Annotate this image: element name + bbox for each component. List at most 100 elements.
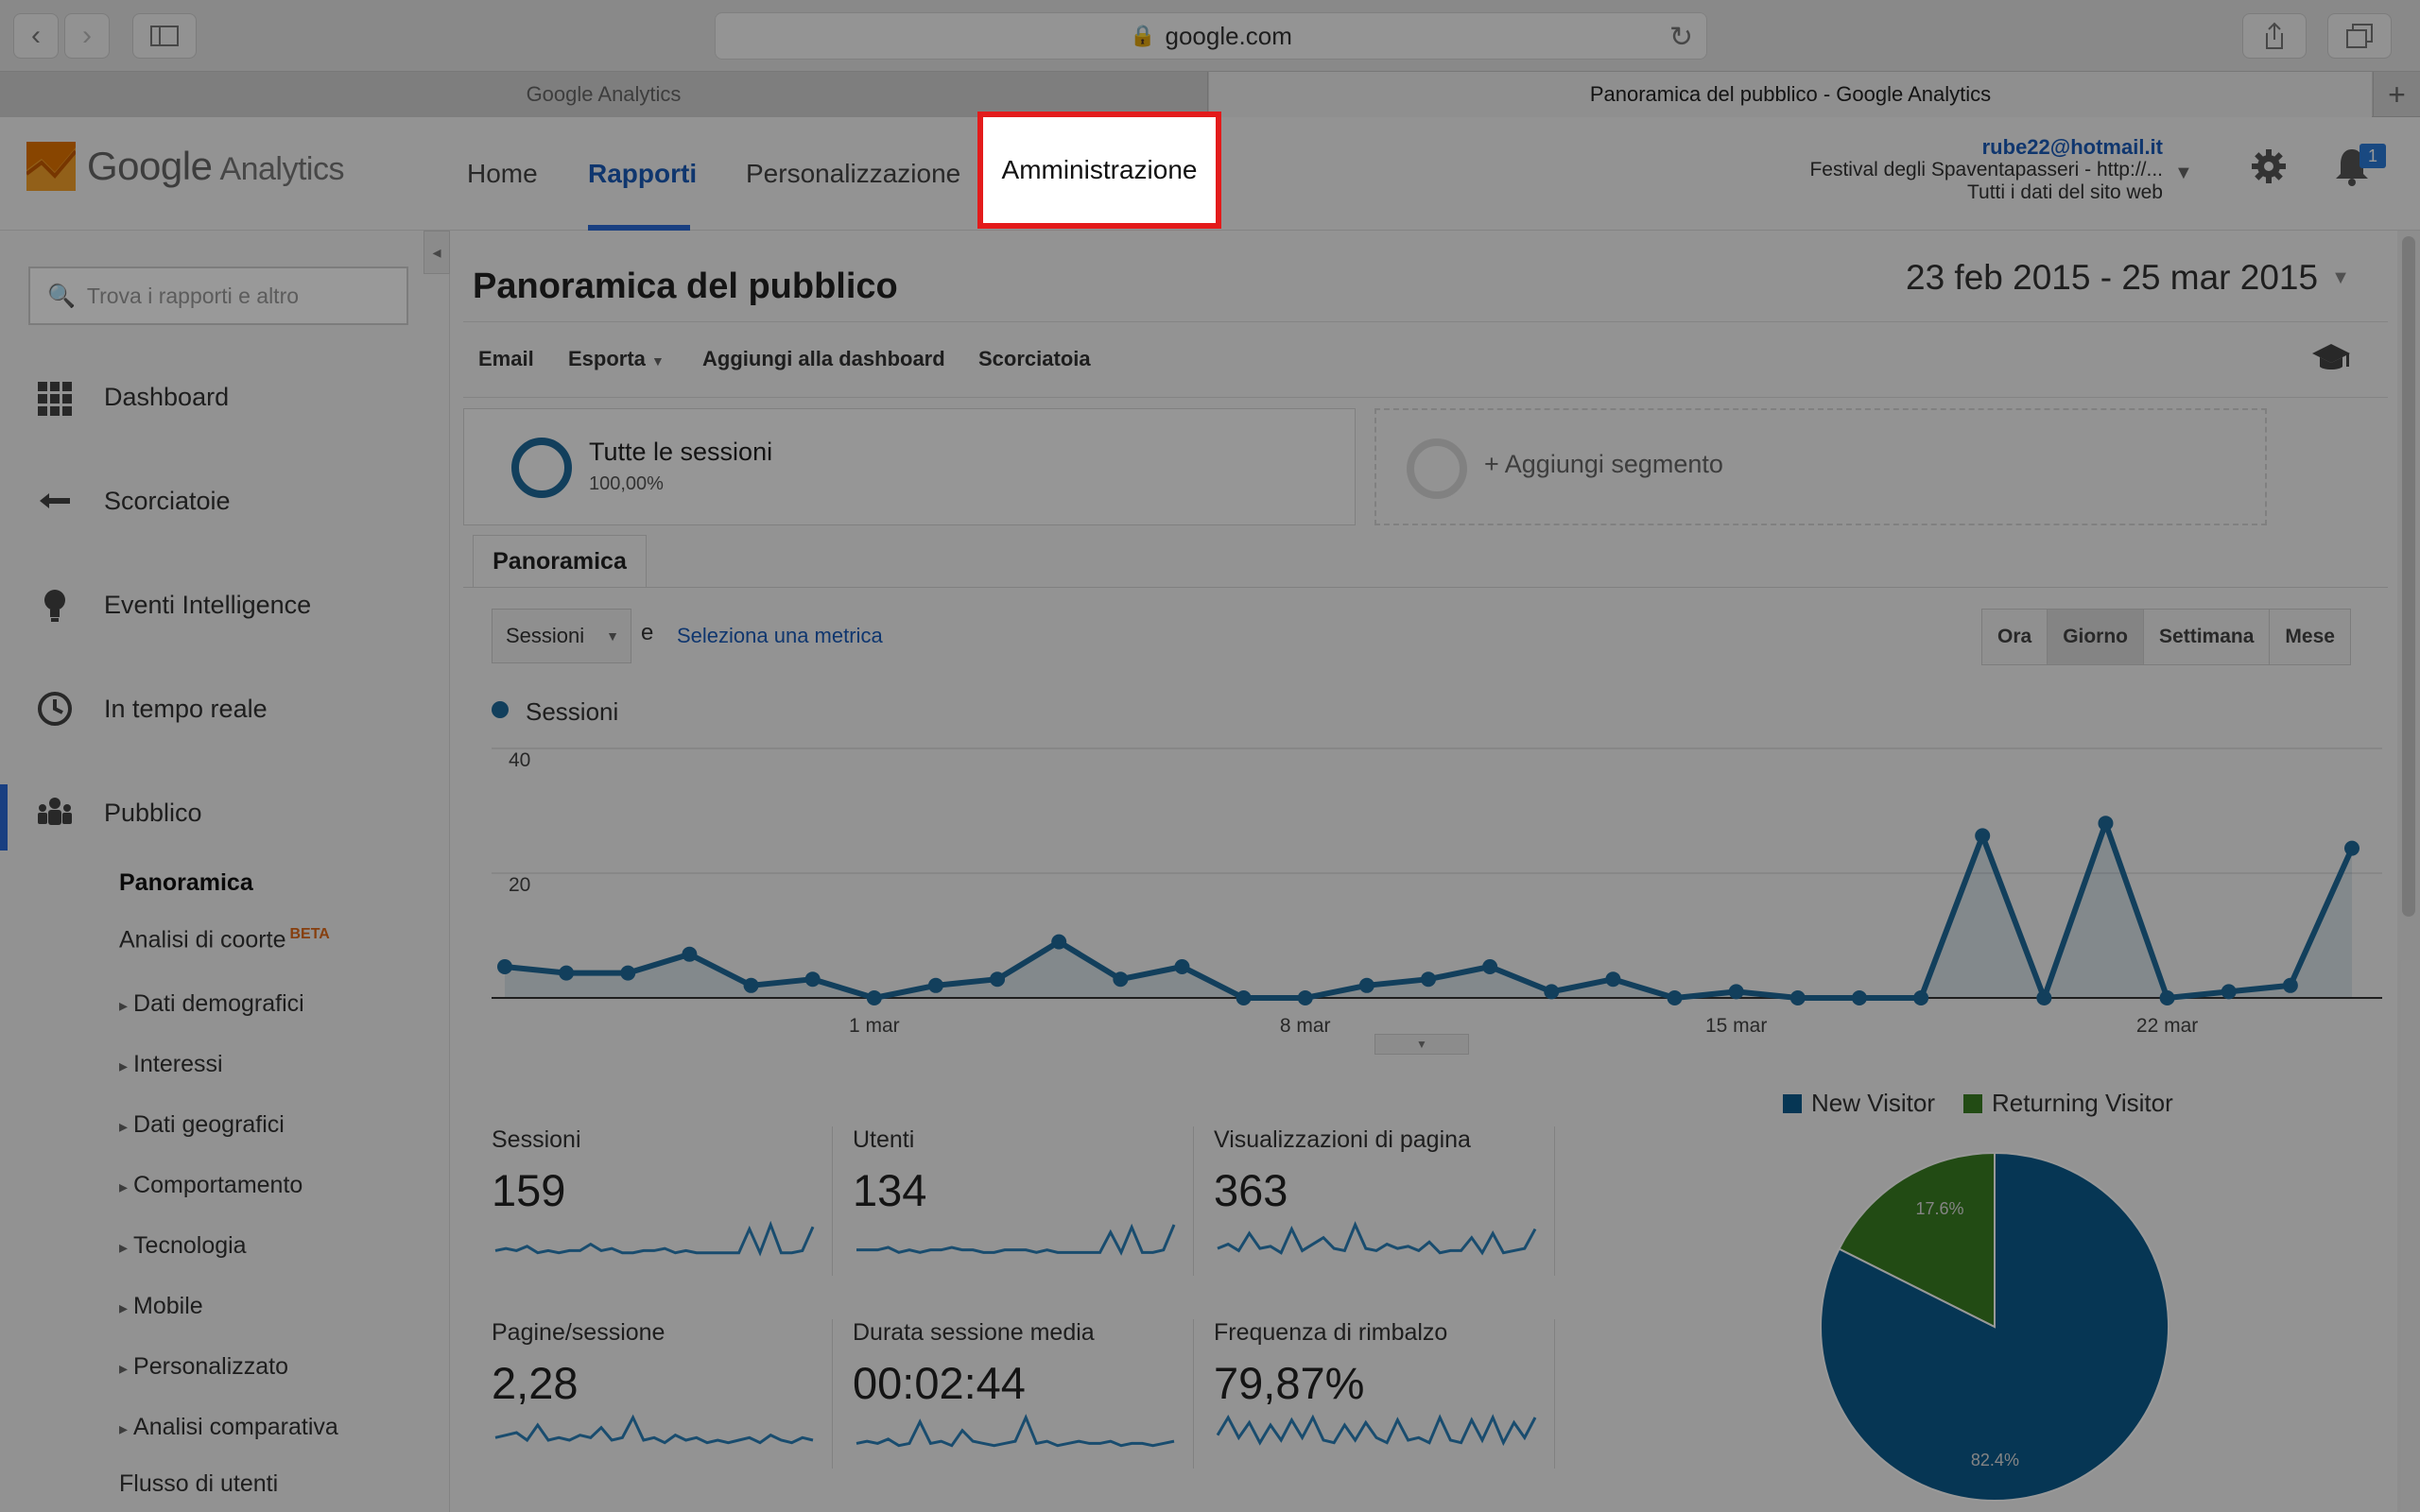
browser-toolbar: ‹ › 🔒 google.com ↻ (0, 0, 2420, 72)
reload-icon[interactable]: ↻ (1668, 22, 1693, 53)
data-point[interactable] (559, 965, 575, 981)
subnav-analisi-comparativa[interactable]: Analisi comparativa (119, 1414, 338, 1441)
email-button[interactable]: Email (478, 347, 534, 370)
sidebar-item-pubblico[interactable]: Pubblico (0, 784, 450, 841)
data-point[interactable] (866, 990, 882, 1005)
subnav-flusso-utenti[interactable]: Flusso di utenti (119, 1470, 279, 1497)
sidebar-item-tempo-reale[interactable]: In tempo reale (0, 680, 450, 737)
chevron-down-icon[interactable]: ▼ (2174, 163, 2193, 183)
account-info[interactable]: rube22@hotmail.it Festival degli Spavent… (1809, 136, 2163, 204)
data-point[interactable] (1789, 990, 1806, 1005)
chart-expand-handle[interactable]: ▼ (1374, 1034, 1469, 1055)
subnav-tecnologia[interactable]: Tecnologia (119, 1232, 247, 1260)
select-metric-link[interactable]: Seleziona una metrica (677, 624, 883, 647)
pie-legend-item: New Visitor (1811, 1089, 1936, 1117)
export-button[interactable]: Esporta ▼ (568, 347, 665, 371)
scorecard[interactable]: Visualizzazioni di pagina 363 (1214, 1126, 1575, 1278)
data-point[interactable] (1421, 971, 1436, 988)
nav-rapporti[interactable]: Rapporti (588, 159, 698, 188)
segment-all-sessions[interactable]: Tutte le sessioni 100,00% (463, 408, 1356, 525)
gear-icon[interactable] (2250, 147, 2288, 185)
account-view: Tutti i dati del sito web (1967, 181, 2163, 203)
subnav-dati-geografici[interactable]: Dati geografici (119, 1111, 285, 1139)
sidebar-toggle-button[interactable] (132, 13, 197, 59)
shortcut-button[interactable]: Scorciatoia (978, 347, 1091, 370)
scorecard[interactable]: Utenti 134 (853, 1126, 1214, 1278)
metric-select[interactable]: Sessioni ▼ (492, 609, 631, 663)
data-point[interactable] (1851, 990, 1867, 1005)
add-segment-button[interactable]: + Aggiungi segmento (1374, 408, 2267, 525)
scorecard[interactable]: Frequenza di rimbalzo 79,87% (1214, 1319, 1575, 1470)
data-point[interactable] (1605, 971, 1621, 988)
data-point[interactable] (927, 977, 943, 993)
subnav-dati-demografici[interactable]: Dati demografici (119, 990, 304, 1018)
granularity-giorno-button[interactable]: Giorno (2048, 610, 2145, 664)
granularity-settimana-button[interactable]: Settimana (2144, 610, 2271, 664)
account-email: rube22@hotmail.it (1981, 135, 2163, 159)
pie-legend-item: Returning Visitor (1992, 1089, 2173, 1117)
scorecard[interactable]: Durata sessione media 00:02:44 (853, 1319, 1214, 1470)
data-point[interactable] (2036, 990, 2052, 1005)
data-point[interactable] (2344, 840, 2360, 856)
data-point[interactable] (1667, 990, 1683, 1005)
data-point[interactable] (1113, 971, 1129, 988)
add-to-dashboard-button[interactable]: Aggiungi alla dashboard (702, 347, 945, 370)
scorecard[interactable]: Pagine/sessione 2,28 (492, 1319, 853, 1470)
visitor-pie-chart[interactable]: 82.4% 17.6% (1815, 1147, 2174, 1506)
date-range-picker[interactable]: 23 feb 2015 - 25 mar 2015 ▼ (1906, 253, 2369, 302)
nav-amministrazione[interactable]: Amministrazione (977, 112, 1221, 229)
pie-slice[interactable] (1838, 1151, 1996, 1329)
grid-icon (38, 382, 72, 416)
data-point[interactable] (2098, 816, 2114, 832)
nav-home[interactable]: Home (467, 159, 538, 188)
sessions-line-chart[interactable]: 40 20 1 mar 8 mar 15 mar 22 mar (492, 737, 2382, 1049)
scrollbar-thumb[interactable] (2402, 236, 2415, 917)
data-point[interactable] (1728, 984, 1744, 1000)
sidebar-item-scorciatoie[interactable]: Scorciatoie (0, 472, 450, 529)
data-point[interactable] (620, 965, 636, 981)
data-point[interactable] (1236, 990, 1252, 1005)
data-point[interactable] (1913, 990, 1929, 1005)
browser-tab-active[interactable]: Panoramica del pubblico - Google Analyti… (1209, 72, 2372, 117)
subnav-personalizzato[interactable]: Personalizzato (119, 1353, 288, 1381)
back-button[interactable]: ‹ (13, 13, 59, 59)
data-point[interactable] (804, 971, 821, 988)
data-point[interactable] (1482, 959, 1498, 974)
data-point[interactable] (1975, 828, 1991, 844)
data-point[interactable] (1051, 934, 1067, 950)
nav-personalizzazione[interactable]: Personalizzazione (746, 159, 961, 188)
data-point[interactable] (2221, 984, 2237, 1000)
scorecard[interactable]: Sessioni 159 (492, 1126, 853, 1278)
sidebar-item-eventi-intelligence[interactable]: Eventi Intelligence (0, 576, 450, 633)
subnav-mobile[interactable]: Mobile (119, 1293, 203, 1320)
collapse-sidebar-button[interactable]: ◂ (424, 231, 450, 274)
subnav-comportamento[interactable]: Comportamento (119, 1172, 302, 1199)
tabs-overview-button[interactable] (2327, 13, 2392, 59)
browser-tab[interactable]: Google Analytics (0, 72, 1208, 117)
data-point[interactable] (1544, 984, 1560, 1000)
new-tab-button[interactable]: + (2373, 72, 2420, 117)
data-point[interactable] (2159, 990, 2175, 1005)
data-point[interactable] (1174, 959, 1190, 974)
ga-logo[interactable]: Google Analytics (26, 142, 344, 191)
granularity-mese-button[interactable]: Mese (2285, 626, 2335, 647)
graduation-cap-icon[interactable] (2310, 342, 2352, 374)
data-point[interactable] (990, 971, 1006, 988)
subnav-analisi-coorte[interactable]: Analisi di coorte BETA (119, 926, 330, 954)
subnav-interessi[interactable]: Interessi (119, 1051, 222, 1078)
tab-panoramica[interactable]: Panoramica (473, 535, 647, 588)
share-button[interactable] (2242, 13, 2307, 59)
forward-button[interactable]: › (64, 13, 110, 59)
subnav-panoramica[interactable]: Panoramica (119, 869, 253, 896)
sidebar-item-dashboard[interactable]: Dashboard (0, 369, 450, 425)
data-point[interactable] (743, 977, 759, 993)
data-point[interactable] (497, 959, 512, 974)
data-point[interactable] (682, 946, 698, 962)
search-input[interactable]: 🔍 Trova i rapporti e altro (28, 266, 408, 325)
address-bar[interactable]: 🔒 google.com ↻ (715, 12, 1707, 60)
data-point[interactable] (2282, 977, 2298, 993)
divider (463, 587, 2388, 588)
data-point[interactable] (1297, 990, 1313, 1005)
data-point[interactable] (1358, 977, 1374, 993)
granularity-ora-button[interactable]: Ora (1982, 610, 2048, 664)
